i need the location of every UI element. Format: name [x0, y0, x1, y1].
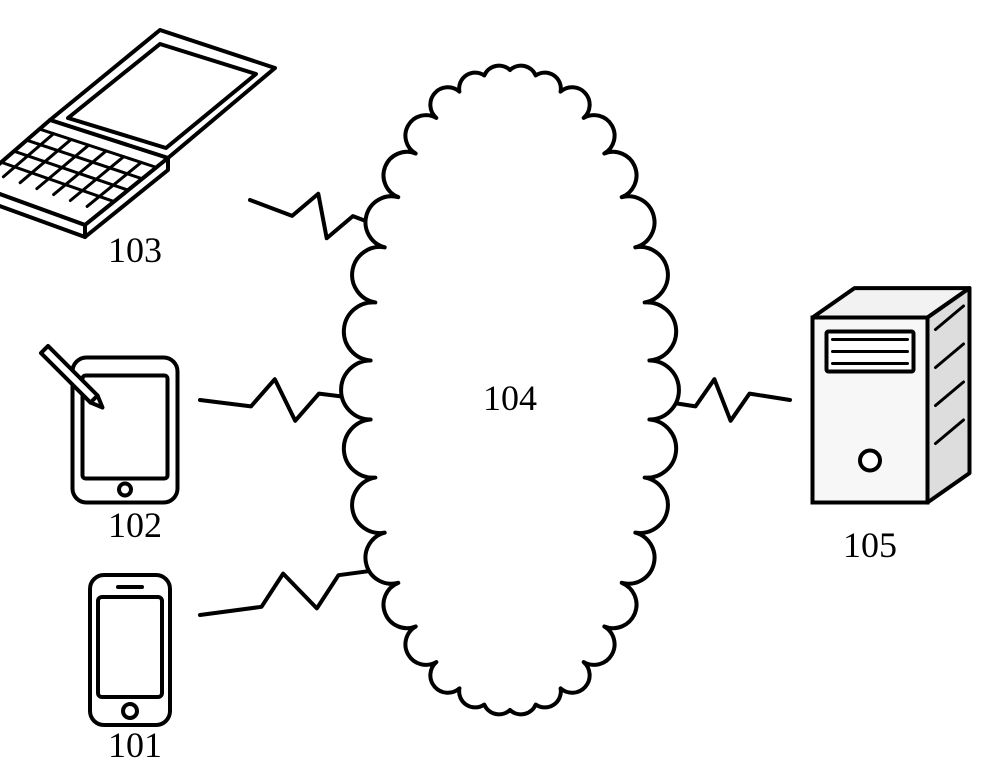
label-server: 105	[843, 524, 897, 566]
label-tablet: 102	[108, 504, 162, 546]
smartphone-icon	[90, 575, 170, 725]
laptop-icon	[0, 30, 275, 237]
label-cloud: 104	[483, 377, 537, 419]
label-phone: 101	[108, 724, 162, 766]
label-laptop: 103	[108, 229, 162, 271]
diagram-canvas: 101 102 103 104 105	[0, 0, 1000, 783]
server-icon	[813, 288, 970, 502]
tablet-icon	[41, 346, 178, 503]
